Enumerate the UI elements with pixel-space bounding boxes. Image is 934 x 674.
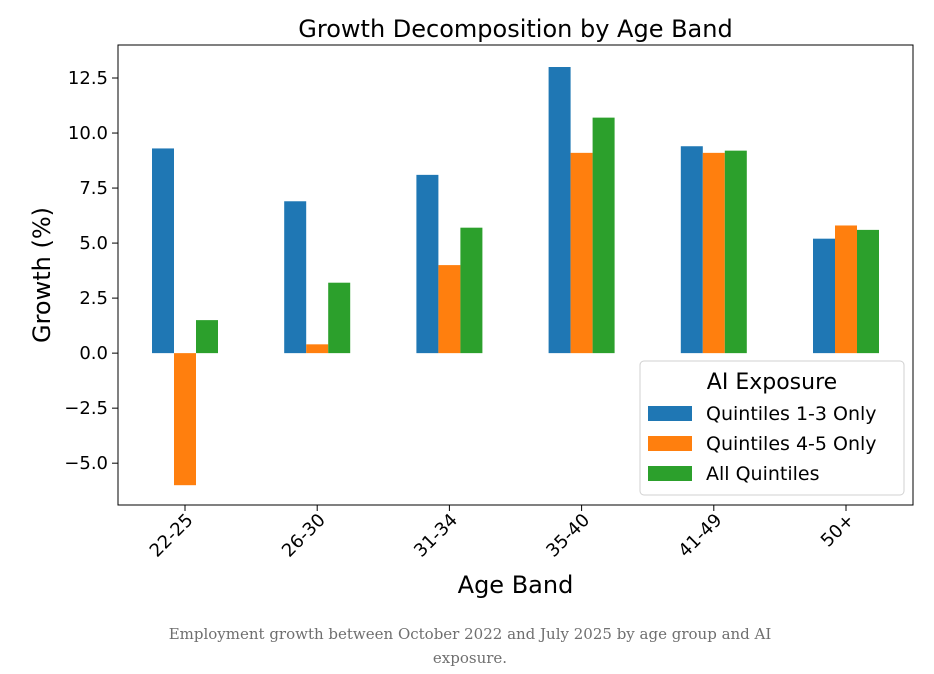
bar-35-40-series-1: [548, 67, 571, 354]
bar-26-30-series-2: [306, 344, 329, 354]
bar-35-40-series-2: [570, 152, 593, 354]
x-tick-label: 35-40: [542, 510, 594, 562]
legend: AI Exposure Quintiles 1-3 OnlyQuintiles …: [639, 360, 905, 496]
plot-frame: [117, 44, 914, 506]
bar-22-25-series-2: [174, 353, 196, 486]
bar-41-49-series-2: [702, 152, 725, 354]
bar-50+-series-2: [835, 225, 857, 354]
legend-label-series-1: Quintiles 1-3 Only: [706, 403, 877, 425]
legend-swatch-series-1: [648, 406, 692, 421]
y-tick-label: 7.5: [79, 178, 108, 199]
legend-box: [639, 360, 905, 496]
y-tick-label: 5.0: [79, 233, 108, 254]
bar-50+-series-1: [813, 238, 835, 354]
bar-31-34-series-3: [460, 227, 483, 354]
legend-label-series-3: All Quintiles: [706, 463, 820, 485]
bar-22-25-series-3: [196, 320, 218, 354]
legend-swatch-series-3: [648, 466, 692, 481]
bars-layer: [152, 67, 879, 486]
bar-35-40-series-3: [592, 117, 615, 354]
y-tick-label: 2.5: [79, 288, 108, 309]
x-tick-label: 50+: [817, 510, 859, 552]
bar-31-34-series-1: [416, 174, 439, 354]
x-tick-label: 31-34: [410, 510, 462, 562]
legend-title: AI Exposure: [707, 370, 837, 395]
x-tick-label: 22-25: [146, 510, 198, 562]
bar-26-30-series-1: [284, 201, 307, 354]
legend-label-series-2: Quintiles 4-5 Only: [706, 433, 877, 455]
x-axis: 22-25 26-30 31-34 35-40 41-49 50+: [146, 505, 859, 562]
x-tick-label: 26-30: [278, 510, 330, 562]
y-tick-label: −2.5: [64, 398, 108, 419]
x-tick-label: 41-49: [674, 510, 726, 562]
legend-items: Quintiles 1-3 Only Quintiles 4-5 Only All …: [648, 403, 877, 485]
bar-31-34-series-2: [438, 265, 461, 354]
y-tick-label: 10.0: [68, 123, 108, 144]
y-tick-label: 0.0: [79, 343, 108, 364]
bar-50+-series-3: [857, 229, 879, 354]
chart: Growth Decomposition by Age Band −5.0 −2.…: [28, 15, 914, 599]
y-tick-label: −5.0: [64, 453, 108, 474]
y-axis-title: Growth (%): [28, 207, 56, 343]
y-axis: −5.0 −2.5 0.0 2.5 5.0 7.5 10.0 12.5: [64, 68, 118, 474]
x-axis-title: Age Band: [458, 571, 574, 599]
bar-41-49-series-3: [724, 150, 747, 354]
bar-26-30-series-3: [328, 282, 351, 354]
chart-title: Growth Decomposition by Age Band: [298, 15, 732, 43]
figure-caption: Employment growth between October 2022 a…: [168, 625, 772, 667]
bar-22-25-series-1: [152, 148, 174, 354]
legend-swatch-series-2: [648, 436, 692, 451]
y-tick-label: 12.5: [68, 68, 108, 89]
bar-41-49-series-1: [680, 146, 703, 354]
